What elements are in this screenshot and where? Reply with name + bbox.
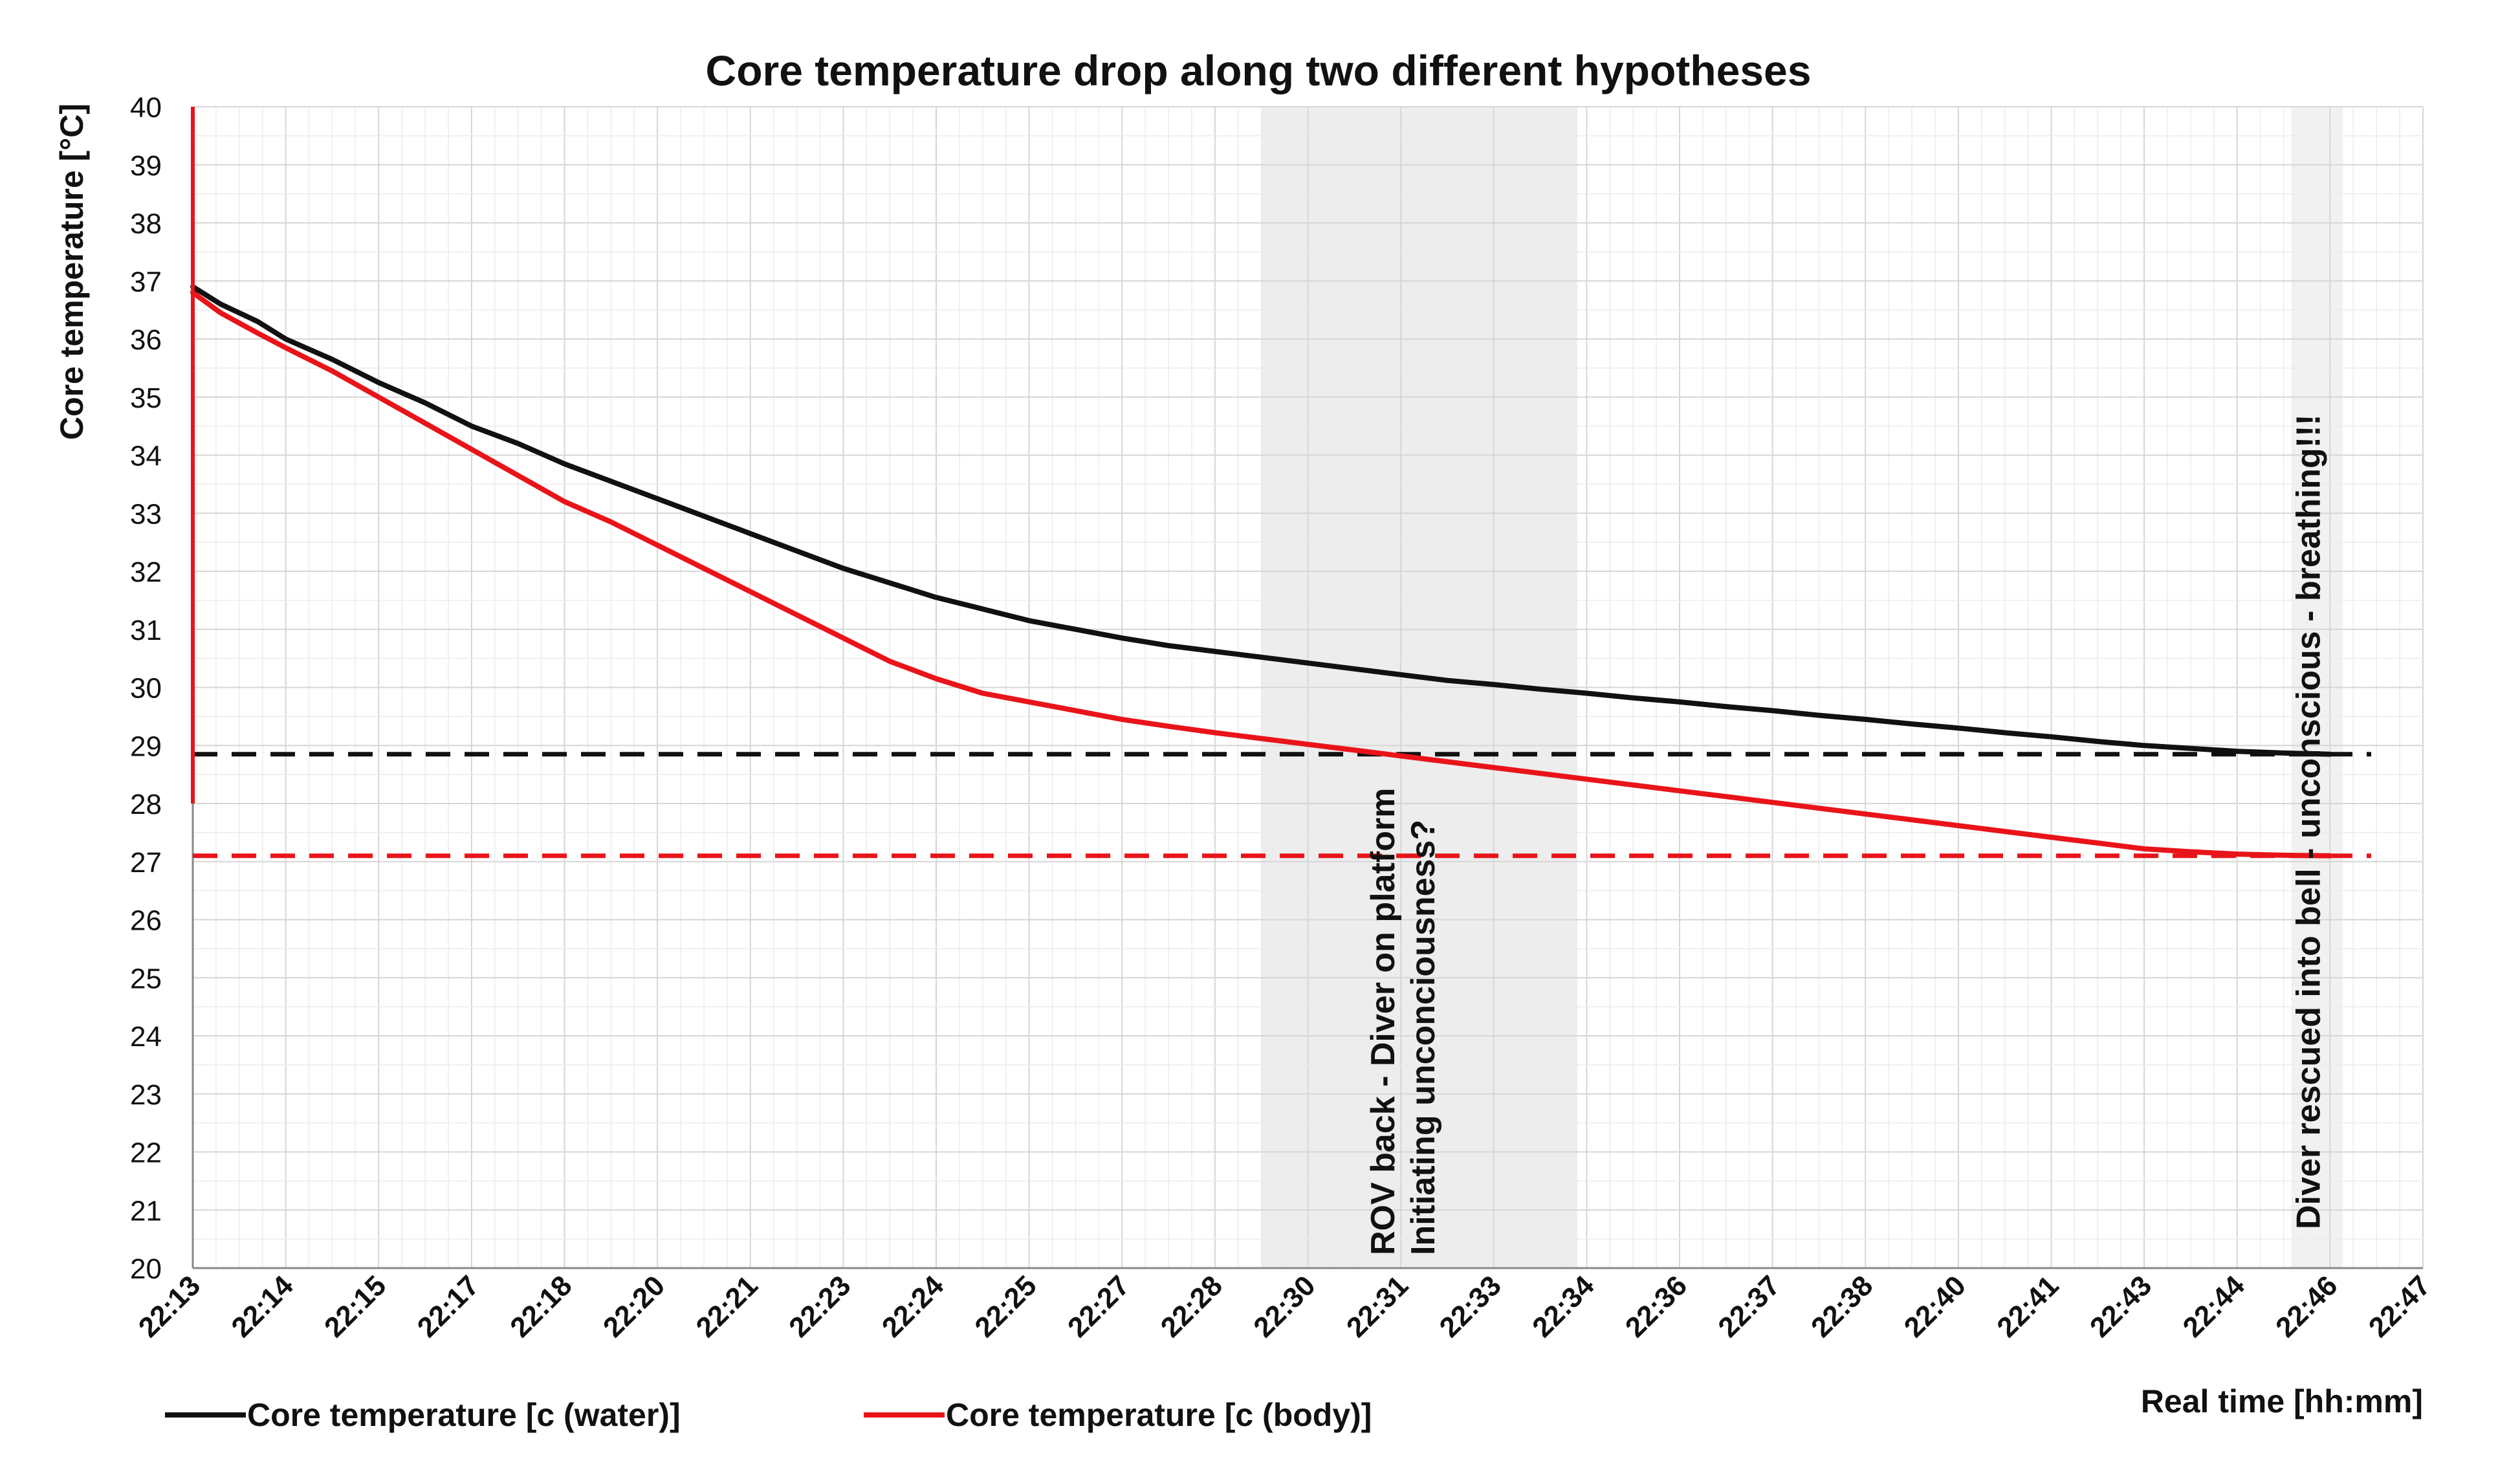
grid-layer [192,106,2424,1269]
y-tick-label: 39 [130,150,162,182]
annotation-rov-back-line: ROV back - Diver on platform [1364,788,1402,1255]
y-tick-label: 24 [130,1021,162,1053]
series-line-body [190,290,2333,859]
y-tick-label: 22 [130,1137,162,1169]
y-tick-label: 37 [130,266,162,298]
y-tick-label: 21 [130,1195,162,1227]
legend-label-body: Core temperature [c (body)] [946,1397,1372,1433]
y-tick-label: 29 [130,730,162,762]
y-tick-label: 20 [130,1253,162,1285]
y-tick-label: 32 [130,556,162,588]
y-axis-label: Core temperature [°C] [54,104,90,440]
y-tick-label: 25 [130,963,162,994]
y-tick-label: 31 [130,615,162,646]
y-tick-label: 40 [130,92,162,124]
legend: Core temperature [c (water)] Core temper… [165,1397,1372,1433]
y-tick-label: 28 [130,789,162,820]
series-line-water [190,284,2333,757]
chart-title: Core temperature drop along two differen… [706,47,1812,94]
reference-line-layer [193,752,2371,859]
y-tick-label: 34 [130,441,162,472]
annotation-rov-back-line: Initiating unconciousness? [1405,820,1442,1255]
y-tick-label: 36 [130,324,162,356]
y-tick-label: 27 [130,847,162,879]
annotation-diver-rescued-line: Diver rescued into bell - unconscious - … [2290,414,2327,1229]
y-tick-label: 35 [130,382,162,414]
y-tick-label: 38 [130,208,162,240]
y-tick-label: 30 [130,673,162,705]
annotation-layer: ROV back - Diver on platform Initiating u… [1364,414,2327,1255]
y-tick-label: 33 [130,498,162,530]
x-axis-label: Real time [hh:mm] [2141,1383,2423,1419]
series-layer [190,107,2333,859]
legend-label-water: Core temperature [c (water)] [247,1397,681,1433]
y-tick-label: 23 [130,1079,162,1111]
y-tick-label: 26 [130,905,162,937]
